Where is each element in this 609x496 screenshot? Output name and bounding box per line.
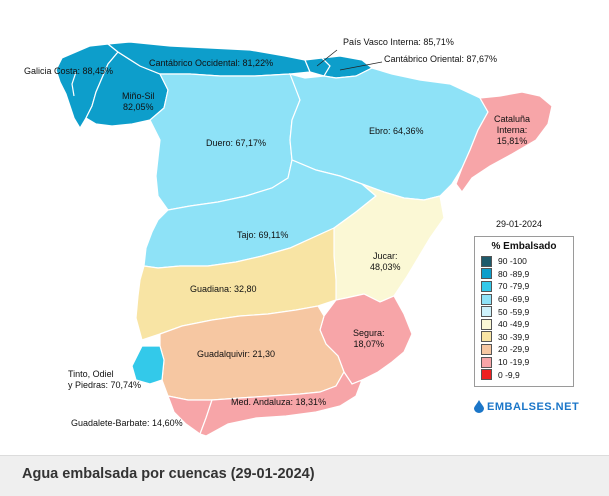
legend-rows: 90 -100 80 -89,9 70 -79,9 60 -69,9 50 -59,9 4… <box>481 255 567 381</box>
legend-swatch <box>481 306 492 318</box>
legend-item: 10 -19,9 <box>481 356 567 369</box>
legend-swatch <box>481 369 492 381</box>
legend-item: 80 -89,9 <box>481 268 567 281</box>
legend-label: 80 -89,9 <box>498 268 530 279</box>
caption-bar: Agua embalsada por cuencas (29-01-2024) <box>0 455 609 496</box>
legend-swatch <box>481 255 492 267</box>
legend-swatch <box>481 343 492 355</box>
basin-tinto-odiel-piedras[interactable] <box>131 345 165 385</box>
legend-label: 30 -39,9 <box>498 331 530 342</box>
legend-swatch <box>481 356 492 368</box>
label-duero: Duero: 67,17% <box>206 138 267 148</box>
basin-med-andaluza[interactable] <box>199 370 364 437</box>
legend-item: 20 -29,9 <box>481 343 567 356</box>
legend-item: 70 -79,9 <box>481 280 567 293</box>
label-cantabrico-oriental: Cantábrico Oriental: 87,67% <box>384 54 498 64</box>
leader-line-cantabrico-oriental <box>339 61 383 71</box>
label-med-andaluza: Med. Andaluza: 18,31% <box>231 397 327 407</box>
legend-label: 90 -100 <box>498 256 527 267</box>
label-cantabrico-occidental: Cantábrico Occidental: 81,22% <box>149 58 274 68</box>
legend-label: 20 -29,9 <box>498 344 530 355</box>
caption-title: Agua embalsada por cuencas (29-01-2024) <box>22 466 315 482</box>
legend-label: 60 -69,9 <box>498 294 530 305</box>
legend-item: 50 -59,9 <box>481 305 567 318</box>
basin-guadiana[interactable] <box>135 227 337 341</box>
legend-label: 70 -79,9 <box>498 281 530 292</box>
legend-swatch <box>481 293 492 305</box>
basin-cataluna-interna[interactable] <box>455 91 553 194</box>
label-jucar: Jucar: 48,03% <box>370 251 401 272</box>
spain-basins-map <box>55 41 553 437</box>
label-ebro: Ebro: 64,36% <box>369 126 424 136</box>
label-guadiana: Guadiana: 32,80 <box>190 284 257 294</box>
legend-swatch <box>481 331 492 343</box>
legend-item: 60 -69,9 <box>481 293 567 306</box>
label-guadalquivir: Guadalquivir: 21,30 <box>197 349 276 359</box>
brand-logo[interactable]: EMBALSES.NET <box>474 400 579 413</box>
label-pais-vasco-interna: País Vasco Interna: 85,71% <box>343 37 454 47</box>
legend-item: 0 -9,9 <box>481 368 567 381</box>
label-tajo: Tajo: 69,11% <box>237 230 289 240</box>
legend-item: 90 -100 <box>481 255 567 268</box>
label-guadalete-barbate: Guadalete-Barbate: 14,60% <box>71 418 183 428</box>
legend-item: 30 -39,9 <box>481 331 567 344</box>
label-segura: Segura: 18,07% <box>353 328 385 349</box>
label-galicia-costa: Galicia Costa: 88,45% <box>24 66 114 76</box>
map-area <box>55 41 553 437</box>
label-cataluna-interna: Cataluña Interna: 15,81% <box>494 114 531 146</box>
legend-swatch <box>481 318 492 330</box>
leader-line-pais-vasco <box>316 49 338 67</box>
legend-label: 0 -9,9 <box>498 369 520 380</box>
galicia-coast-outline <box>71 71 77 97</box>
legend-label: 10 -19,9 <box>498 357 530 368</box>
legend-swatch <box>481 268 492 280</box>
legend-item: 40 -49,9 <box>481 318 567 331</box>
legend-swatch <box>481 280 492 292</box>
legend-label: 50 -59,9 <box>498 306 530 317</box>
water-drop-icon <box>474 400 484 413</box>
legend-label: 40 -49,9 <box>498 319 530 330</box>
legend-date: 29-01-2024 <box>496 219 543 229</box>
label-tinto-odiel-piedras: Tinto, Odiel y Piedras: 70,74% <box>68 369 142 390</box>
label-mino-sil: Miño-Sil 82,05% <box>122 91 155 112</box>
brand-name: EMBALSES.NET <box>487 400 580 413</box>
legend: % Embalsado 90 -100 80 -89,9 70 -79,9 60 -6… <box>474 236 574 387</box>
legend-title: % Embalsado <box>491 241 557 252</box>
